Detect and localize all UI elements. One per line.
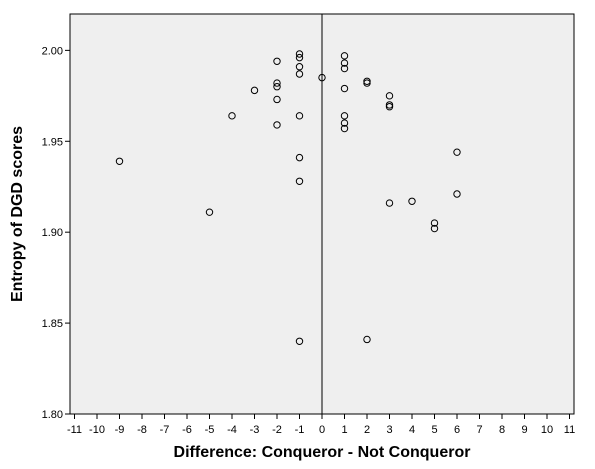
y-axis: 1.80 1.85 1.90 1.95 2.00: [42, 45, 70, 421]
x-tick-label: 1: [341, 424, 347, 436]
x-tick-label: -5: [205, 424, 215, 436]
y-tick-label: 1.85: [42, 318, 63, 330]
x-tick-label: 6: [454, 424, 460, 436]
data-point: [295, 53, 304, 62]
x-tick-label: 5: [431, 424, 437, 436]
x-axis: -11 -10 -9 -8 -7 -6 -5 -4 -3 -2 -1 0 1 2 3 4 5 6 7 8 9 10 11: [67, 414, 575, 436]
data-points: [115, 50, 461, 345]
data-point: [340, 84, 349, 93]
data-point: [295, 70, 304, 78]
data-point: [408, 197, 416, 205]
data-point: [340, 52, 349, 60]
x-tick-label: -8: [137, 424, 147, 436]
y-tick-label: 1.90: [42, 227, 63, 239]
x-tick-label: -4: [227, 424, 237, 436]
data-point: [385, 92, 394, 100]
x-tick-label: 4: [409, 424, 415, 436]
data-point: [453, 148, 461, 156]
y-tick-label: 1.80: [42, 409, 63, 421]
y-tick-label: 1.95: [42, 136, 63, 148]
x-axis-title: Difference: Conqueror - Not Conqueror: [174, 444, 471, 461]
data-point: [385, 199, 394, 207]
data-point: [273, 57, 281, 65]
data-point: [273, 79, 281, 87]
data-point: [430, 219, 439, 227]
data-point: [273, 121, 281, 129]
x-tick-label: 11: [564, 424, 575, 436]
data-point: [385, 103, 394, 111]
data-point: [453, 190, 461, 198]
data-point: [340, 124, 349, 133]
x-tick-label: 9: [521, 424, 527, 436]
x-tick-label: -7: [160, 424, 170, 436]
data-point: [340, 59, 349, 67]
x-tick-label: -10: [89, 424, 105, 436]
data-point: [228, 112, 236, 120]
data-point: [273, 95, 281, 104]
x-tick-label: 0: [319, 424, 325, 436]
x-tick-label: 2: [364, 424, 370, 436]
y-tick-label: 2.00: [42, 45, 63, 57]
x-tick-label: 8: [499, 424, 505, 436]
x-tick-label: -2: [272, 424, 282, 436]
x-tick-label: -11: [67, 424, 82, 436]
data-point: [115, 157, 124, 165]
data-point: [205, 208, 214, 216]
data-point: [273, 83, 281, 91]
x-tick-label: 7: [476, 424, 482, 436]
data-point: [295, 337, 304, 345]
data-point: [295, 63, 304, 71]
x-tick-label: -1: [295, 424, 305, 436]
x-tick-label: 3: [386, 424, 392, 436]
data-point: [340, 112, 349, 120]
data-point: [340, 64, 349, 73]
x-tick-label: -3: [250, 424, 260, 436]
data-point: [250, 86, 259, 95]
data-point: [295, 153, 304, 162]
data-point: [363, 79, 371, 87]
data-point: [340, 119, 349, 127]
data-point: [295, 112, 304, 120]
x-tick-label: -9: [115, 424, 125, 436]
data-point: [363, 335, 371, 344]
x-tick-label: 10: [541, 424, 553, 436]
data-point: [295, 177, 304, 185]
y-axis-title: Entropy of DGD scores: [9, 126, 26, 302]
x-tick-label: -6: [182, 424, 192, 436]
data-point: [295, 50, 304, 58]
data-point: [430, 224, 439, 233]
data-point: [318, 73, 326, 82]
